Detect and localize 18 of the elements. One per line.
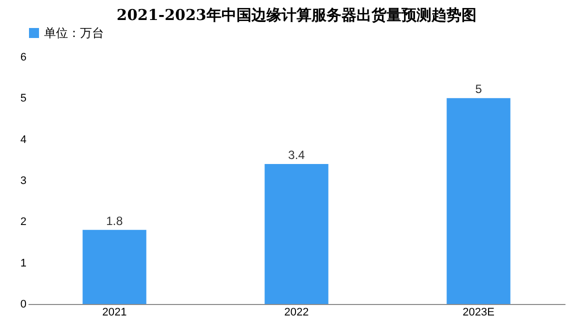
chart-title: 2021-2023年中国边缘计算服务器出货量预测趋势图 (116, 6, 476, 24)
x-tick-label: 2022 (284, 306, 309, 318)
y-tick-label: 6 (20, 52, 26, 64)
data-label: 3.4 (288, 148, 306, 162)
y-tick-label: 3 (20, 175, 26, 187)
y-tick-label: 2 (20, 216, 26, 228)
data-label: 5 (475, 82, 482, 96)
y-tick-label: 0 (20, 298, 26, 310)
bar (264, 164, 328, 304)
y-tick-label: 5 (20, 92, 26, 105)
legend-label: 单位：万台 (44, 26, 104, 40)
data-label: 1.8 (106, 214, 124, 228)
x-tick-label: 2021 (102, 306, 127, 318)
y-tick-label: 1 (20, 257, 26, 270)
bar (82, 230, 146, 304)
bar (446, 98, 510, 304)
x-tick-label: 2023E (462, 306, 494, 318)
y-tick-label: 4 (20, 134, 26, 146)
